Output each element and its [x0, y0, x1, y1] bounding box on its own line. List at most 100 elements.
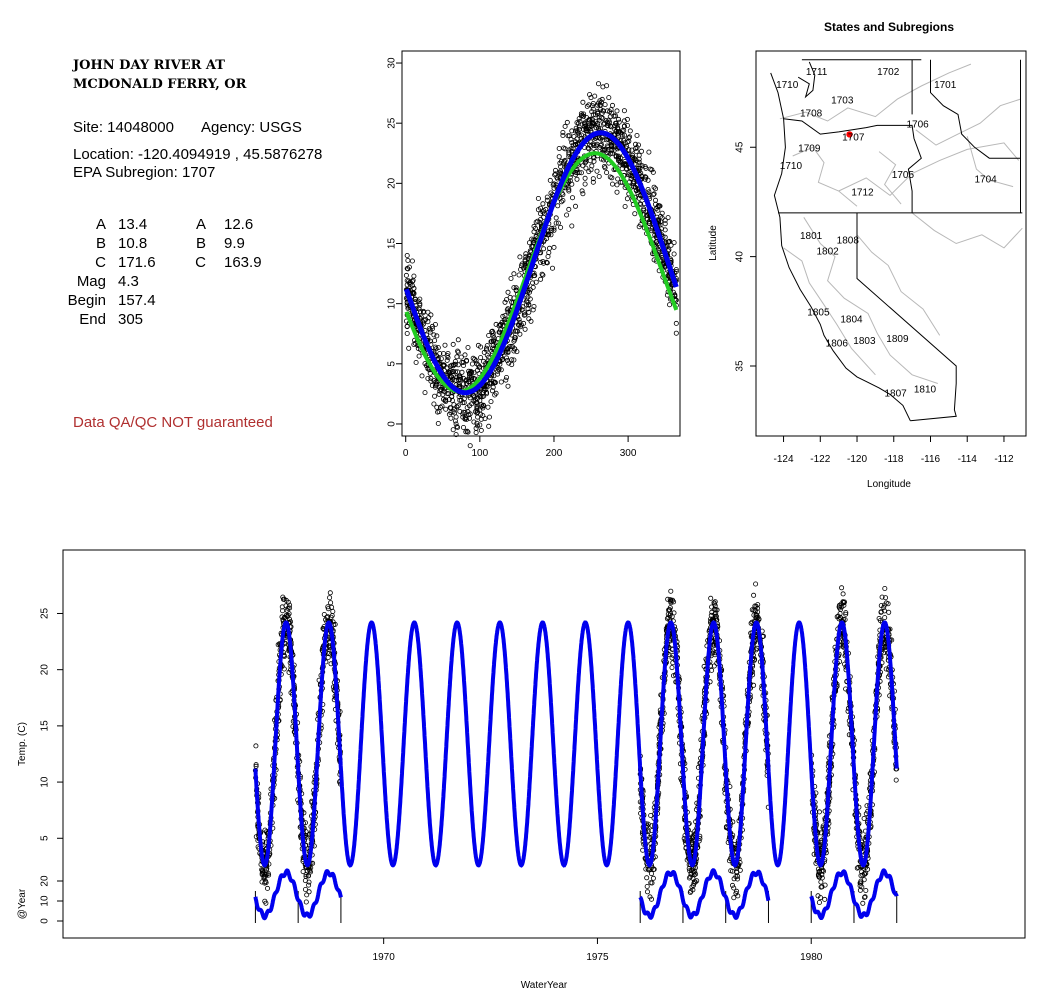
scatter-point: [538, 228, 544, 234]
timeseries-point: [664, 628, 670, 634]
timeseries-point: [732, 845, 738, 851]
scatter-point: [656, 228, 662, 234]
timeseries-point: [292, 718, 298, 724]
timeseries-point: [883, 600, 889, 606]
scatter-point: [492, 379, 498, 385]
scatter-point: [639, 174, 645, 180]
scatter-point: [409, 293, 415, 299]
timeseries-point: [843, 644, 849, 650]
scatter-point: [524, 279, 530, 285]
timeseries-point: [306, 864, 312, 870]
scatter-point: [646, 211, 652, 217]
timeseries-point: [263, 880, 269, 886]
timeseries-point: [263, 863, 269, 869]
scatter-point: [579, 112, 585, 118]
timeseries-point: [876, 662, 882, 668]
scatter-point: [616, 155, 622, 161]
scatter-point: [586, 169, 592, 175]
scatter-point: [575, 130, 581, 136]
scatter-point: [651, 184, 657, 190]
timeseries-point: [330, 634, 336, 640]
timeseries-point: [739, 792, 745, 798]
scatter-point: [558, 199, 564, 205]
timeseries-point: [274, 732, 280, 738]
scatter-point: [437, 386, 443, 392]
scatter-point: [453, 421, 459, 427]
timeseries-point: [682, 812, 688, 818]
timeseries-point: [743, 717, 749, 723]
scatter-point: [668, 275, 674, 281]
scatter-point: [450, 408, 456, 414]
scatter-point: [548, 202, 554, 208]
scatter-point: [669, 296, 675, 302]
timeseries-point: [267, 819, 273, 825]
scatter-point: [466, 393, 472, 399]
timeseries-point: [827, 774, 833, 780]
scatter-point: [404, 252, 410, 258]
scatter-point: [638, 201, 644, 207]
timeseries-point: [735, 840, 741, 846]
scatter-point: [605, 146, 611, 152]
timeseries-point: [891, 722, 897, 728]
scatter-point: [673, 297, 679, 303]
scatter-point: [489, 328, 495, 334]
scatter-point: [417, 309, 423, 315]
timeseries-point: [708, 663, 714, 669]
timeseries-point: [853, 772, 859, 778]
scatter-point: [432, 344, 438, 350]
timeseries-point: [695, 817, 701, 823]
timeseries-point: [253, 763, 259, 769]
timeseries-point: [817, 842, 823, 848]
timeseries-point: [290, 664, 296, 670]
timeseries-point: [304, 868, 310, 874]
timeseries-point: [819, 855, 825, 861]
timeseries-point: [853, 796, 859, 802]
scatter-point: [489, 329, 495, 335]
param-name: Begin: [67, 292, 106, 309]
timeseries-point: [702, 715, 708, 721]
timeseries-point: [743, 733, 749, 739]
timeseries-point: [720, 737, 726, 743]
timeseries-point: [712, 650, 718, 656]
timeseries-point: [712, 652, 718, 658]
timeseries-point: [672, 624, 678, 630]
timeseries-point: [697, 836, 703, 842]
scatter-point: [574, 128, 580, 134]
scatter-point: [596, 100, 602, 106]
scatter-point: [473, 387, 479, 393]
timeseries-point: [263, 863, 269, 869]
timeseries-point: [721, 765, 727, 771]
scatter-point: [630, 180, 636, 186]
scatter-point: [627, 179, 633, 185]
scatter-point: [522, 269, 528, 275]
scatter-point: [573, 169, 579, 175]
scatter-point: [486, 380, 492, 386]
scatter-point: [541, 222, 547, 228]
timeseries-point: [760, 656, 766, 662]
timeseries-point: [826, 799, 832, 805]
scatter-point: [506, 321, 512, 327]
timeseries-point: [822, 818, 828, 824]
timeseries-point: [857, 883, 863, 889]
timeseries-point: [846, 718, 852, 724]
timeseries-point: [279, 604, 285, 610]
timeseries-point: [893, 753, 899, 759]
timeseries-point: [260, 851, 266, 857]
timeseries-point: [867, 812, 873, 818]
timeseries-point: [727, 834, 733, 840]
scatter-point: [639, 218, 645, 224]
scatter-point: [490, 338, 496, 344]
timeseries-point: [279, 642, 285, 648]
timeseries-point: [715, 623, 721, 629]
timeseries-point: [893, 745, 899, 751]
timeseries-point: [646, 867, 652, 873]
timeseries-point: [653, 803, 659, 809]
scatter-point: [649, 167, 655, 173]
timeseries-point: [761, 691, 767, 697]
timeseries-point: [669, 614, 675, 620]
scatter-point: [667, 296, 673, 302]
timeseries-point: [273, 715, 279, 721]
timeseries-point: [656, 751, 662, 757]
timeseries-point: [666, 607, 672, 613]
scatter-point: [615, 143, 621, 149]
